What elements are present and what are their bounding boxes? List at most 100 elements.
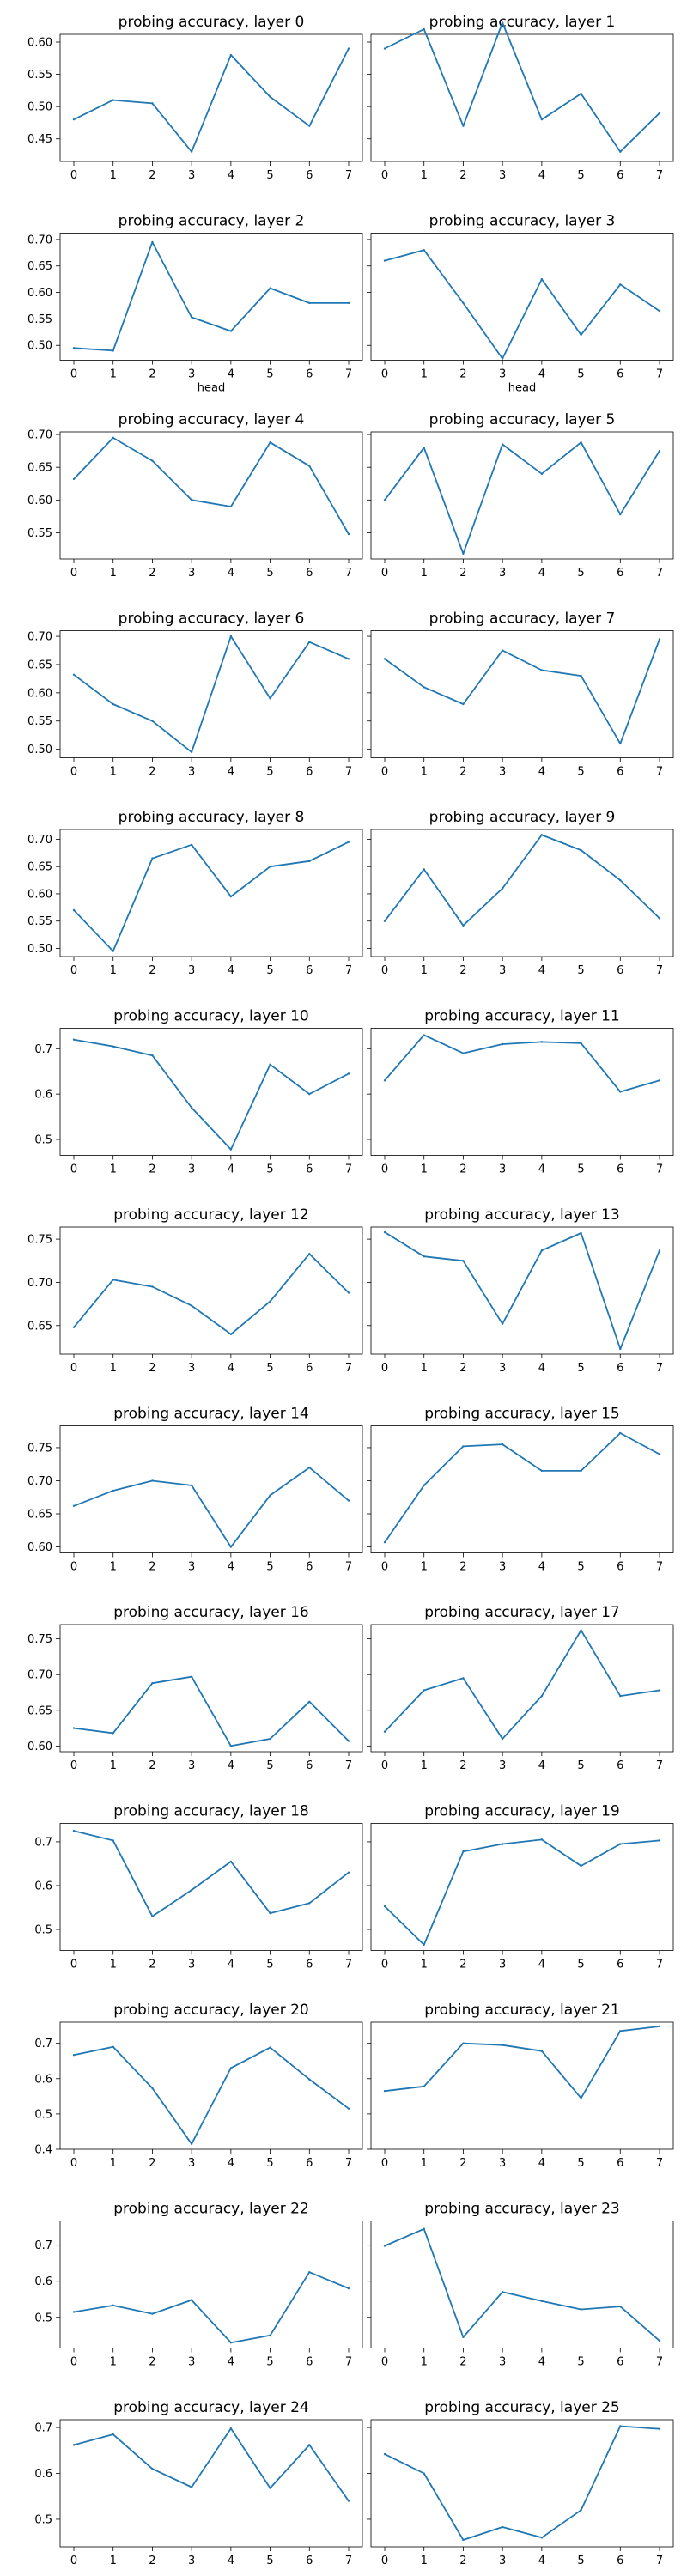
data-point [347, 47, 350, 50]
data-point [462, 301, 465, 305]
subplot-layer-16: probing accuracy, layer 16 0 1 2 3 4 5 6 7 0.60 0.… [27, 1604, 363, 1772]
x-tick-label: 4 [538, 2157, 545, 2170]
y-tick-label: 0.5 [34, 2513, 52, 2526]
subplot-layer-12: probing accuracy, layer 12 0 1 2 3 4 5 6 7 0.65 0.… [27, 1206, 363, 1375]
y-tick-label: 0.55 [27, 915, 52, 928]
data-point [347, 1740, 350, 1742]
y-tick-label: 0.65 [27, 861, 52, 874]
data-point [190, 2142, 193, 2146]
x-tick-label: 5 [266, 567, 273, 580]
x-tick-label: 3 [499, 2157, 506, 2170]
data-point [112, 1839, 114, 1842]
y-tick-label: 0.7 [34, 2239, 52, 2252]
data-point [308, 641, 311, 643]
data-point [501, 1843, 504, 1845]
subplot-layer-10: probing accuracy, layer 10 0 1 2 3 4 5 6 7 0.5 0.6… [34, 1008, 363, 1176]
data-point [501, 2291, 504, 2293]
data-point [112, 349, 114, 352]
x-tick-label: 1 [421, 2555, 428, 2567]
data-point [347, 532, 350, 536]
x-tick-label: 2 [459, 169, 466, 182]
axes-frame [370, 33, 674, 162]
y-tick-label: 0.70 [27, 429, 52, 442]
x-tick-label: 6 [617, 567, 623, 580]
x-tick-label: 7 [656, 1163, 663, 1176]
subplot-title: probing accuracy, layer 0 [119, 14, 305, 31]
data-point [383, 920, 386, 922]
x-tick-label: 0 [70, 567, 77, 580]
x-tick-label: 1 [110, 1959, 117, 1971]
data-point [229, 505, 233, 508]
data-point [269, 697, 271, 700]
data-point [308, 301, 311, 305]
subplot-layer-0: probing accuracy, layer 0 0 1 2 3 4 5 6 7 0.45 0.5… [27, 14, 363, 182]
data-point [423, 686, 425, 689]
series-line [73, 241, 349, 352]
x-tick-label: 5 [266, 964, 273, 977]
y-tick-label: 0.55 [27, 527, 52, 540]
x-tick-label: 4 [228, 964, 234, 977]
axes-frame [59, 2221, 363, 2348]
data-point [269, 2487, 271, 2489]
x-axis-label: head [508, 382, 536, 395]
data-point [619, 2030, 622, 2032]
x-tick-label: 3 [188, 1959, 195, 1971]
data-point [619, 1091, 622, 1093]
data-point [501, 21, 504, 24]
x-tick-label: 3 [188, 1759, 195, 1772]
x-tick-label: 3 [499, 964, 506, 977]
data-point [423, 249, 425, 252]
axes-frame [370, 630, 674, 758]
x-tick-label: 1 [421, 1561, 428, 1574]
data-point [619, 2305, 622, 2308]
x-tick-label: 6 [617, 1163, 623, 1176]
y-tick-label: 0.75 [27, 1234, 52, 1247]
data-point [501, 2044, 504, 2046]
data-point [619, 1431, 622, 1435]
x-tick-label: 0 [70, 368, 77, 381]
y-tick-label: 0.55 [27, 69, 52, 82]
x-tick-label: 6 [617, 1759, 623, 1772]
x-tick-label: 2 [149, 2356, 155, 2369]
y-tick-label: 0.6 [34, 1089, 52, 1102]
data-point [269, 2046, 271, 2049]
data-point [462, 2538, 465, 2542]
x-tick-label: 0 [381, 1561, 388, 1574]
subplot-title: probing accuracy, layer 3 [429, 213, 616, 230]
x-tick-label: 5 [577, 2356, 584, 2369]
data-point [580, 2308, 582, 2311]
x-tick-label: 6 [306, 1362, 313, 1375]
x-tick-label: 3 [188, 2555, 195, 2567]
data-point [112, 1489, 114, 1492]
y-tick-label: 0.45 [27, 133, 52, 146]
x-tick-label: 0 [381, 169, 388, 182]
data-point [308, 1466, 311, 1469]
data-point [580, 1231, 582, 1235]
x-tick-label: 4 [538, 1362, 545, 1375]
subplot-layer-22: probing accuracy, layer 22 0 1 2 3 4 5 6 7 0.5 0.6… [34, 2201, 363, 2369]
x-tick-label: 0 [70, 1759, 77, 1772]
data-point [229, 1860, 233, 1863]
x-tick-label: 6 [306, 2555, 313, 2567]
subplot-title: probing accuracy, layer 21 [424, 2002, 619, 2019]
data-point [112, 436, 114, 440]
axes-frame [59, 2021, 363, 2150]
subplot-layer-15: probing accuracy, layer 15 0 1 2 3 4 5 6 7 [367, 1406, 674, 1574]
x-tick-label: 1 [110, 1163, 117, 1176]
data-point [72, 2054, 76, 2057]
x-tick-label: 0 [70, 1163, 77, 1176]
data-point [269, 2334, 271, 2336]
data-point [112, 702, 114, 706]
x-tick-label: 6 [617, 368, 623, 381]
data-point [112, 99, 114, 101]
data-point [72, 673, 76, 677]
y-tick-label: 0.5 [34, 2108, 52, 2121]
x-tick-label: 6 [306, 1959, 313, 1971]
x-tick-label: 5 [266, 2157, 273, 2170]
x-tick-label: 3 [499, 368, 506, 381]
axes-frame [370, 2419, 674, 2548]
x-tick-label: 4 [228, 2157, 234, 2170]
x-tick-label: 0 [381, 1362, 388, 1375]
subplot-title: probing accuracy, layer 19 [424, 1803, 619, 1820]
subplot-title: probing accuracy, layer 5 [429, 411, 616, 428]
